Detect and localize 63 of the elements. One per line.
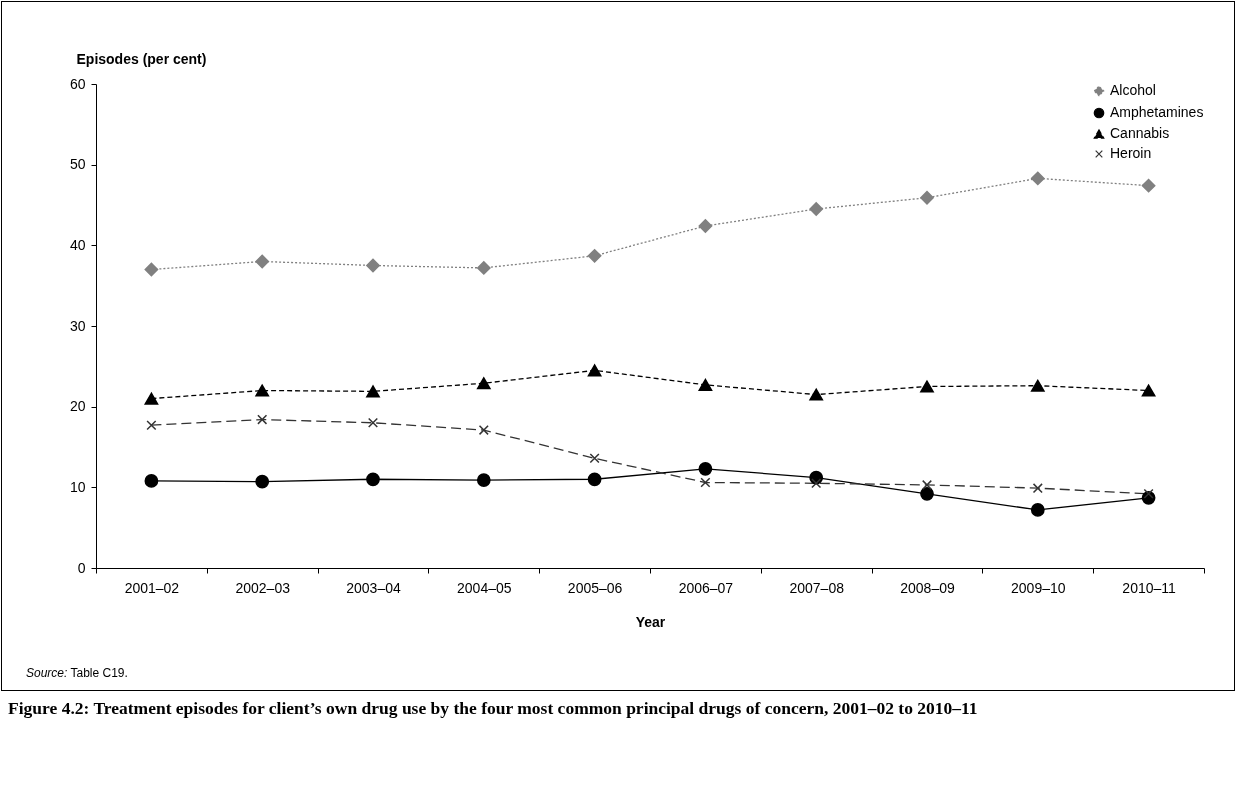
x-axis-title: Year bbox=[635, 613, 666, 630]
point bbox=[476, 473, 491, 487]
point bbox=[698, 378, 713, 391]
x-tick-label: 2002–03 bbox=[235, 579, 291, 596]
point bbox=[367, 417, 379, 428]
point bbox=[587, 364, 602, 377]
point bbox=[255, 384, 270, 397]
x-tick-label: 2001–02 bbox=[124, 579, 180, 596]
point bbox=[1032, 483, 1043, 494]
point bbox=[476, 261, 491, 275]
point bbox=[700, 477, 711, 488]
point bbox=[920, 486, 934, 501]
point bbox=[257, 414, 268, 425]
point bbox=[809, 388, 824, 401]
point bbox=[587, 472, 602, 487]
point bbox=[1143, 488, 1154, 499]
point bbox=[1030, 379, 1045, 392]
point bbox=[146, 420, 157, 431]
source-note: Source: Table C19. bbox=[26, 666, 128, 680]
y-tick-label: 0 bbox=[77, 559, 86, 576]
point bbox=[1030, 503, 1045, 517]
point bbox=[366, 385, 380, 398]
x-tick-label: 2007–08 bbox=[789, 579, 845, 596]
x-tick-label: 2006–07 bbox=[678, 579, 734, 596]
point bbox=[476, 377, 491, 390]
y-tick-label: 60 bbox=[69, 75, 86, 92]
point bbox=[144, 474, 159, 488]
point bbox=[1141, 178, 1156, 193]
x-tick-label: 2008–09 bbox=[900, 579, 955, 596]
y-tick-label: 10 bbox=[69, 478, 86, 495]
point bbox=[589, 453, 600, 464]
y-tick-label: 30 bbox=[69, 317, 86, 334]
x-tick-label: 2004–05 bbox=[457, 579, 512, 596]
y-axis-title: Episodes (per cent) bbox=[76, 50, 207, 67]
point bbox=[144, 262, 159, 277]
x-tick-label: 2005–06 bbox=[567, 579, 623, 596]
point bbox=[921, 479, 933, 490]
legend-label: Amphetamines bbox=[1110, 104, 1204, 120]
point bbox=[255, 254, 270, 269]
y-tick-label: 20 bbox=[69, 398, 86, 415]
legend-label: Cannabis bbox=[1110, 125, 1170, 141]
y-tick-label: 40 bbox=[69, 236, 86, 253]
point bbox=[255, 474, 270, 489]
point bbox=[920, 190, 934, 205]
point bbox=[1030, 171, 1045, 186]
point bbox=[1141, 384, 1156, 397]
point bbox=[698, 461, 713, 476]
point bbox=[366, 258, 380, 273]
point bbox=[811, 478, 822, 489]
x-tick-label: 2009–10 bbox=[1011, 579, 1066, 596]
point bbox=[698, 219, 713, 233]
point bbox=[478, 425, 489, 436]
point bbox=[920, 380, 934, 393]
legend-label: Heroin bbox=[1110, 145, 1152, 161]
point bbox=[587, 248, 602, 263]
legend-label: Alcohol bbox=[1110, 82, 1156, 98]
x-tick-label: 2010–11 bbox=[1122, 579, 1177, 596]
y-tick-label: 50 bbox=[69, 156, 86, 173]
point bbox=[144, 392, 159, 405]
text: Figure 4.2: Treatment episodes for client’s own drug use by the four most common principal drugs of concern, 2001–02 to 2010–11 bbox=[8, 697, 979, 719]
point bbox=[809, 202, 824, 216]
x-tick-label: 2003–04 bbox=[346, 579, 401, 596]
point bbox=[366, 472, 380, 487]
